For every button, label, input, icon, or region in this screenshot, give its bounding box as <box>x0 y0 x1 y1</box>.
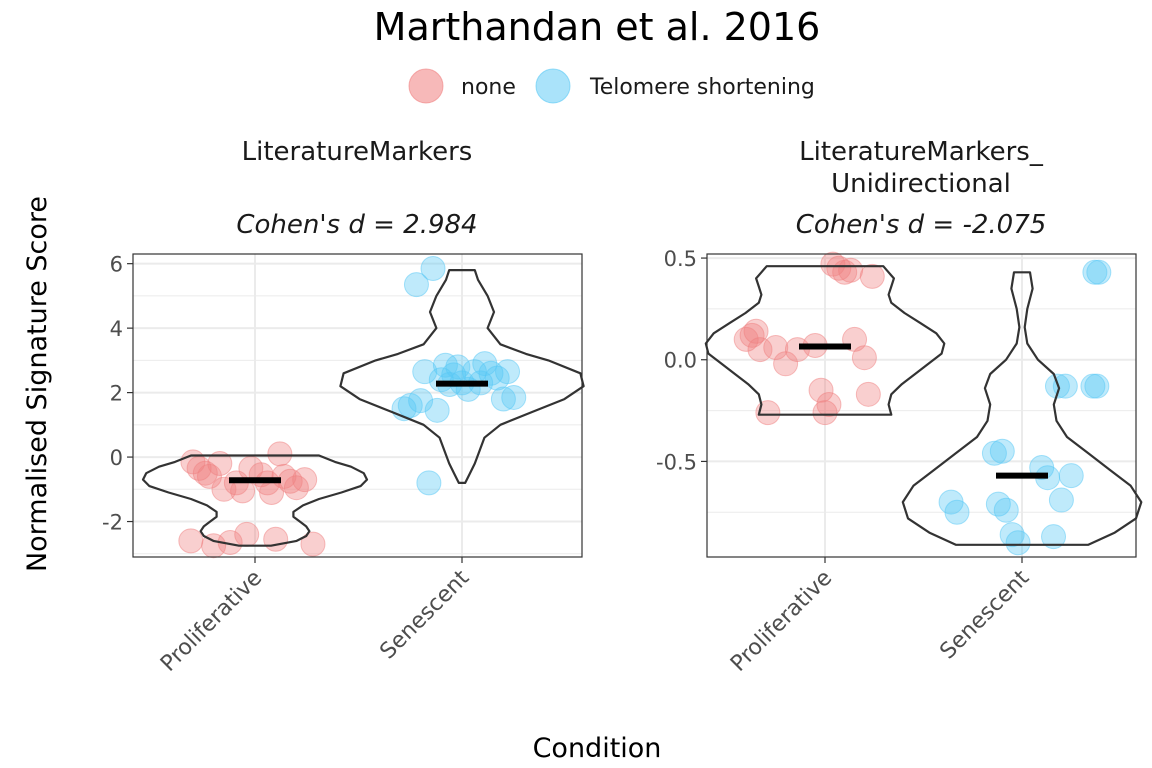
data-point <box>1058 463 1084 489</box>
data-point <box>432 352 458 378</box>
legend-label-none: none <box>461 75 516 100</box>
panel-1: LiteratureMarkers Cohen's d = 2.984 6 4 2 0 -2… <box>102 137 585 677</box>
violin-proliferative <box>141 454 369 547</box>
data-point <box>263 526 289 552</box>
y-tick-label: 2 <box>110 382 123 406</box>
data-point <box>416 470 442 496</box>
data-point <box>981 440 1007 466</box>
panels: LiteratureMarkers Cohen's d = 2.984 6 4 2 0 -2… <box>102 137 1143 677</box>
panel-border <box>132 253 583 558</box>
y-tick-label: -2 <box>102 511 123 535</box>
data-point <box>420 256 446 282</box>
data-point <box>855 381 881 407</box>
data-point <box>1005 530 1031 556</box>
data-point <box>412 359 438 385</box>
data-point <box>851 345 877 371</box>
figure-title: Marthandan et al. 2016 <box>374 5 821 49</box>
y-tick-label: 6 <box>110 253 123 277</box>
data-point <box>292 467 318 493</box>
legend-key-telomere-shortening <box>535 68 571 104</box>
facet-subtitle: Cohen's d = 2.984 <box>236 210 477 240</box>
data-point <box>495 359 521 385</box>
data-point <box>300 531 326 557</box>
violin-senescent <box>901 271 1143 546</box>
x-tick-label: Senescent <box>936 565 1035 664</box>
data-point <box>859 263 885 289</box>
facet-title: Unidirectional <box>831 169 1011 199</box>
data-point <box>812 400 838 426</box>
y-axis-label: Normalised Signature Score <box>22 196 53 572</box>
data-point <box>838 257 864 283</box>
panel-2: LiteratureMarkers_Unidirectional Cohen's … <box>656 137 1143 677</box>
data-point <box>816 391 842 417</box>
violin-senescent <box>339 269 585 484</box>
y-tick-label: 0 <box>110 446 123 470</box>
x-tick-label: Proliferative <box>726 566 837 677</box>
data-point <box>989 438 1015 464</box>
panel-border <box>706 253 1137 558</box>
data-point <box>207 451 233 477</box>
data-point <box>234 521 260 547</box>
facet-title: LiteratureMarkers <box>242 137 473 167</box>
data-point <box>408 388 434 414</box>
x-tick-label: Senescent <box>376 565 475 664</box>
data-point <box>763 335 789 361</box>
y-tick-label: -0.5 <box>656 450 697 474</box>
data-point <box>201 533 227 559</box>
data-point <box>403 272 429 298</box>
data-point <box>192 460 218 486</box>
data-point <box>944 499 970 525</box>
data-point <box>739 322 765 348</box>
x-tick-label: Proliferative <box>156 566 267 677</box>
violin-proliferative <box>704 265 946 416</box>
y-tick-label: 0.5 <box>664 247 697 271</box>
facet-title: LiteratureMarkers_ <box>799 137 1044 167</box>
data-point <box>747 337 773 363</box>
plot-background <box>707 254 1136 557</box>
legend-key-none <box>408 68 444 104</box>
y-tick-label: 4 <box>110 317 123 341</box>
data-point <box>178 528 204 554</box>
data-point <box>267 441 293 467</box>
data-point <box>993 497 1019 523</box>
data-point <box>1086 259 1112 285</box>
data-point <box>1052 373 1078 399</box>
legend-label-telomere-shortening: Telomere shortening <box>589 75 815 100</box>
facet-subtitle: Cohen's d = -2.075 <box>796 210 1047 240</box>
data-point <box>196 463 222 489</box>
data-point <box>211 476 237 502</box>
data-point <box>501 384 527 410</box>
y-tick-label: 0.0 <box>664 349 697 373</box>
data-point <box>490 386 516 412</box>
data-point <box>1084 373 1110 399</box>
x-axis-label: Condition <box>533 733 662 764</box>
data-point <box>472 351 498 377</box>
legend: none Telomere shortening <box>408 68 815 104</box>
data-point <box>424 397 450 423</box>
data-point <box>445 354 471 380</box>
data-point <box>1048 487 1074 513</box>
data-point <box>1041 524 1067 550</box>
data-point <box>808 377 834 403</box>
